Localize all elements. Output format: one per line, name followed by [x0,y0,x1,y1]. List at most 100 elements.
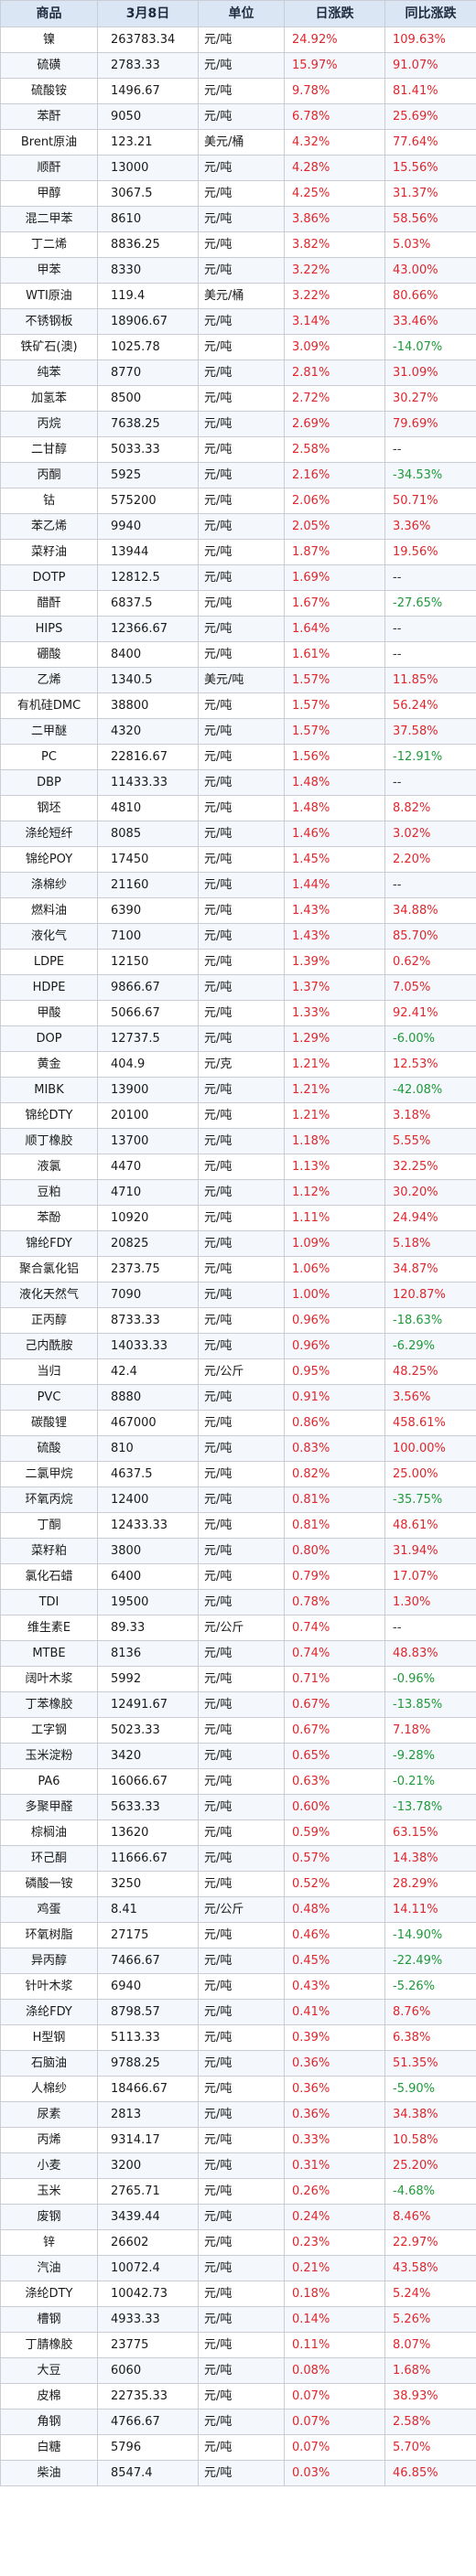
commodity-name-cell: 顺丁橡胶 [0,1128,98,1154]
price-cell: 8836.25 [97,231,199,258]
unit-cell: 元/吨 [198,1154,285,1180]
commodity-name-cell: MTBE [0,1640,98,1667]
daily-change-cell: 0.21% [284,2255,385,2281]
table-row: 二甘醇 5033.33 元/吨 2.58% -- [0,436,476,463]
commodity-name-cell: DBP [0,769,98,796]
price-cell: 7100 [97,923,199,950]
yoy-change-cell: -22.49% [384,1948,476,1974]
daily-change-cell: 15.97% [284,52,385,79]
unit-cell: 元/吨 [198,974,285,1001]
table-row: 混二甲苯 8610 元/吨 3.86% 58.56% [0,206,476,232]
unit-cell: 元/吨 [198,1128,285,1154]
table-row: 液化天然气 7090 元/吨 1.00% 120.87% [0,1282,476,1308]
commodity-name-cell: 大豆 [0,2357,98,2384]
commodity-name-cell: 当归 [0,1358,98,1385]
daily-change-cell: 0.67% [284,1691,385,1718]
commodity-name-cell: 硼酸 [0,641,98,668]
table-row: 铁矿石(澳) 1025.78 元/吨 3.09% -14.07% [0,334,476,360]
unit-cell: 元/吨 [198,103,285,130]
price-cell: 10072.4 [97,2255,199,2281]
daily-change-cell: 0.46% [284,1922,385,1948]
price-cell: 5066.67 [97,1000,199,1026]
table-row: 己内酰胺 14033.33 元/吨 0.96% -6.29% [0,1333,476,1359]
daily-change-cell: 0.95% [284,1358,385,1385]
unit-cell: 元/吨 [198,616,285,642]
price-cell: 4637.5 [97,1461,199,1487]
table-row: 丙烷 7638.25 元/吨 2.69% 79.69% [0,411,476,437]
daily-change-cell: 1.48% [284,769,385,796]
daily-change-cell: 4.25% [284,180,385,207]
table-row: 钢坯 4810 元/吨 1.48% 8.82% [0,795,476,821]
yoy-change-cell: 48.61% [384,1512,476,1539]
price-cell: 22816.67 [97,744,199,770]
yoy-change-cell: 22.97% [384,2229,476,2256]
commodity-name-cell: 苯酚 [0,1205,98,1231]
daily-change-cell: 1.69% [284,564,385,591]
unit-cell: 元/吨 [198,2332,285,2358]
unit-cell: 元/吨 [198,821,285,847]
yoy-change-cell: 458.61% [384,1410,476,1436]
price-cell: 20100 [97,1102,199,1129]
daily-change-cell: 2.69% [284,411,385,437]
daily-change-cell: 0.57% [284,1845,385,1872]
unit-cell: 美元/桶 [198,129,285,156]
commodity-price-table: 商品 3月8日 单位 日涨跌 同比涨跌 镍 263783.34 元/吨 24.92% 1… [0,0,476,2486]
price-cell: 5033.33 [97,436,199,463]
commodity-name-cell: 乙烯 [0,667,98,693]
table-row: 汽油 10072.4 元/吨 0.21% 43.58% [0,2255,476,2281]
price-cell: 6400 [97,1563,199,1590]
daily-change-cell: 3.09% [284,334,385,360]
commodity-name-cell: Brent原油 [0,129,98,156]
table-header: 商品 3月8日 单位 日涨跌 同比涨跌 [0,0,476,27]
daily-change-cell: 1.45% [284,846,385,873]
commodity-name-cell: 工字钢 [0,1717,98,1744]
commodity-name-cell: 二甲醚 [0,718,98,745]
daily-change-cell: 3.82% [284,231,385,258]
table-row: 纯苯 8770 元/吨 2.81% 31.09% [0,360,476,386]
price-cell: 3250 [97,1871,199,1897]
unit-cell: 元/吨 [198,1435,285,1462]
table-row: 环氧树脂 27175 元/吨 0.46% -14.90% [0,1922,476,1948]
commodity-name-cell: 角钢 [0,2409,98,2435]
yoy-change-cell: -27.65% [384,590,476,617]
commodity-name-cell: 甲酸 [0,1000,98,1026]
commodity-name-cell: 鸡蛋 [0,1896,98,1923]
unit-cell: 元/吨 [198,78,285,104]
commodity-name-cell: 混二甲苯 [0,206,98,232]
table-row: 黄金 404.9 元/克 1.21% 12.53% [0,1051,476,1078]
commodity-name-cell: 黄金 [0,1051,98,1078]
daily-change-cell: 0.96% [284,1333,385,1359]
unit-cell: 元/吨 [198,590,285,617]
table-row: 锦纶FDY 20825 元/吨 1.09% 5.18% [0,1230,476,1257]
price-cell: 2813 [97,2101,199,2128]
daily-change-cell: 0.07% [284,2383,385,2410]
daily-change-cell: 1.46% [284,821,385,847]
commodity-name-cell: 涤棉纱 [0,872,98,898]
yoy-change-cell: 3.02% [384,821,476,847]
table-row: 小麦 3200 元/吨 0.31% 25.20% [0,2152,476,2179]
price-cell: 38800 [97,692,199,719]
table-row: 环氧丙烷 12400 元/吨 0.81% -35.75% [0,1487,476,1513]
yoy-change-cell: 19.56% [384,539,476,565]
daily-change-cell: 1.48% [284,795,385,821]
yoy-change-cell: 30.20% [384,1179,476,1206]
yoy-change-cell: -5.90% [384,2076,476,2102]
table-row: 锦纶DTY 20100 元/吨 1.21% 3.18% [0,1102,476,1129]
price-cell: 6837.5 [97,590,199,617]
table-row: 甲酸 5066.67 元/吨 1.33% 92.41% [0,1000,476,1026]
daily-change-cell: 0.33% [284,2127,385,2153]
header-price-date: 3月8日 [97,0,199,27]
unit-cell: 元/吨 [198,1666,285,1692]
yoy-change-cell: 2.58% [384,2409,476,2435]
table-row: 硫磺 2783.33 元/吨 15.97% 91.07% [0,52,476,79]
table-row: 丙烯 9314.17 元/吨 0.33% 10.58% [0,2127,476,2153]
price-cell: 12491.67 [97,1691,199,1718]
table-row: MTBE 8136 元/吨 0.74% 48.83% [0,1640,476,1667]
yoy-change-cell: 25.00% [384,1461,476,1487]
unit-cell: 元/吨 [198,2281,285,2307]
commodity-name-cell: 针叶木浆 [0,1973,98,2000]
table-row: 液氯 4470 元/吨 1.13% 32.25% [0,1154,476,1180]
daily-change-cell: 0.81% [284,1487,385,1513]
commodity-name-cell: 磷酸一铵 [0,1871,98,1897]
unit-cell: 元/吨 [198,1077,285,1103]
